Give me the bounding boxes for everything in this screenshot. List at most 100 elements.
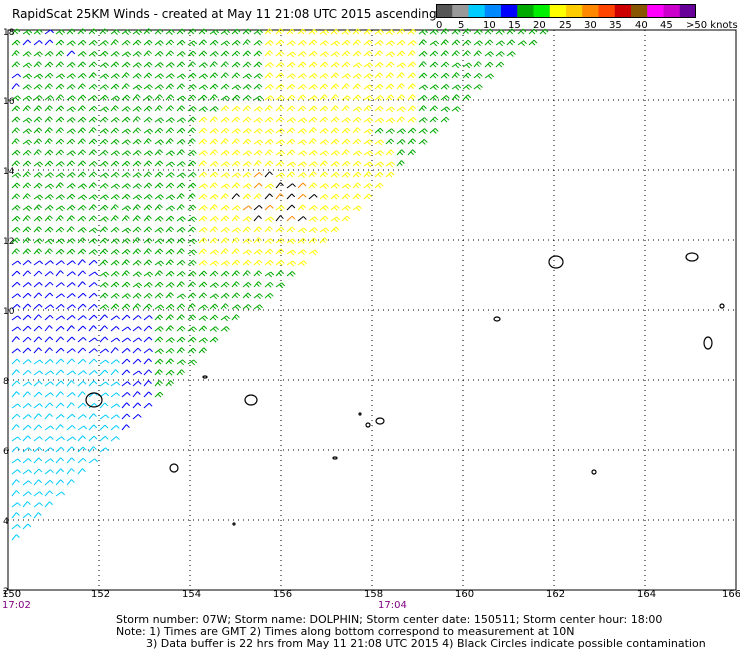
barb-flag — [82, 160, 87, 165]
barb-shaft — [319, 215, 326, 222]
wind-barb — [11, 270, 21, 277]
barb-flag — [16, 116, 21, 121]
barb-shaft — [209, 138, 216, 145]
barb-shaft — [88, 458, 95, 464]
barb-flag — [432, 130, 437, 134]
wind-barb — [165, 369, 175, 376]
wind-barb — [88, 271, 99, 277]
barb-shaft — [55, 172, 62, 178]
wind-barb — [297, 238, 307, 244]
barb-shaft — [286, 138, 293, 145]
wind-barb — [198, 160, 207, 167]
wind-barb — [154, 227, 164, 233]
barb-shaft — [253, 182, 260, 189]
barb-shaft — [297, 40, 304, 46]
barb-flag — [105, 271, 110, 276]
barb-flag — [454, 96, 458, 100]
barb-flag — [281, 172, 286, 177]
barb-flag — [478, 61, 482, 65]
barb-flag — [192, 94, 197, 99]
barb-flag — [368, 171, 372, 175]
barb-flag — [71, 413, 76, 418]
barb-flag — [289, 85, 294, 90]
barb-shaft — [253, 172, 260, 178]
barb-flag — [203, 347, 208, 352]
barb-flag — [225, 61, 229, 66]
barb-shaft — [110, 359, 117, 365]
wind-barb — [44, 105, 53, 112]
barb-shaft — [319, 51, 326, 57]
barb-flag — [245, 63, 250, 68]
barb-flag — [38, 149, 42, 153]
lon-tick-label: 166 — [722, 589, 740, 600]
wind-barb — [165, 138, 174, 145]
barb-flag — [289, 273, 294, 277]
barb-flag — [49, 271, 54, 275]
barb-flag — [93, 446, 97, 450]
barb-flag — [168, 349, 173, 354]
wind-barb — [44, 116, 53, 123]
barb-shaft — [77, 391, 83, 398]
barb-shaft — [451, 39, 458, 46]
barb-flag — [179, 316, 183, 320]
barb-flag — [59, 75, 64, 80]
barb-flag — [344, 174, 349, 178]
wind-barb — [176, 281, 185, 288]
barb-flag — [72, 436, 77, 441]
barb-flag — [355, 173, 360, 178]
barb-shaft — [275, 182, 281, 189]
wind-barb — [242, 193, 252, 200]
barb-shaft — [132, 116, 138, 123]
barb-flag — [423, 39, 427, 43]
barb-shaft — [220, 248, 226, 255]
barb-flag — [434, 50, 439, 55]
wind-barb — [132, 303, 141, 310]
barb-flag — [116, 403, 121, 408]
wind-barb — [33, 105, 42, 112]
barb-flag — [17, 260, 22, 265]
barb-flag — [146, 173, 151, 178]
barb-flag — [104, 259, 109, 264]
wind-barb — [297, 61, 307, 68]
barb-flag — [246, 163, 250, 167]
barb-shaft — [44, 61, 51, 68]
barb-flag — [146, 294, 151, 299]
barb-shaft — [253, 160, 259, 167]
wind-barb — [99, 28, 109, 35]
barb-shaft — [330, 94, 336, 101]
barb-flag — [148, 72, 153, 77]
barb-shaft — [44, 160, 51, 167]
barb-shaft — [176, 237, 183, 244]
barb-flag — [301, 75, 305, 80]
wind-barb — [44, 292, 54, 299]
barb-flag — [49, 127, 53, 131]
barb-shaft — [33, 40, 40, 46]
barb-shaft — [297, 150, 304, 156]
barb-shaft — [319, 128, 326, 134]
barb-flag — [93, 182, 97, 187]
barb-shaft — [429, 40, 436, 46]
barb-shaft — [242, 238, 249, 244]
barb-shaft — [407, 127, 414, 134]
barb-shaft — [22, 314, 29, 321]
barb-flag — [39, 51, 43, 56]
barb-flag — [247, 138, 252, 143]
barb-flag — [138, 84, 143, 89]
barb-flag — [257, 119, 261, 124]
barb-flag — [269, 171, 273, 176]
barb-flag — [126, 83, 130, 87]
wind-barb — [11, 61, 21, 68]
wind-barb — [33, 182, 43, 189]
barb-shaft — [275, 105, 282, 112]
barb-flag — [204, 337, 208, 342]
wind-barb — [407, 94, 416, 101]
wind-barb — [187, 281, 197, 288]
barb-shaft — [165, 105, 171, 112]
barb-shaft — [11, 446, 18, 453]
barb-shaft — [286, 94, 293, 101]
barb-flag — [422, 86, 427, 91]
wind-barb — [77, 315, 87, 321]
barb-flag — [60, 127, 64, 132]
wind-barb — [22, 480, 32, 486]
barb-shaft — [33, 502, 40, 508]
